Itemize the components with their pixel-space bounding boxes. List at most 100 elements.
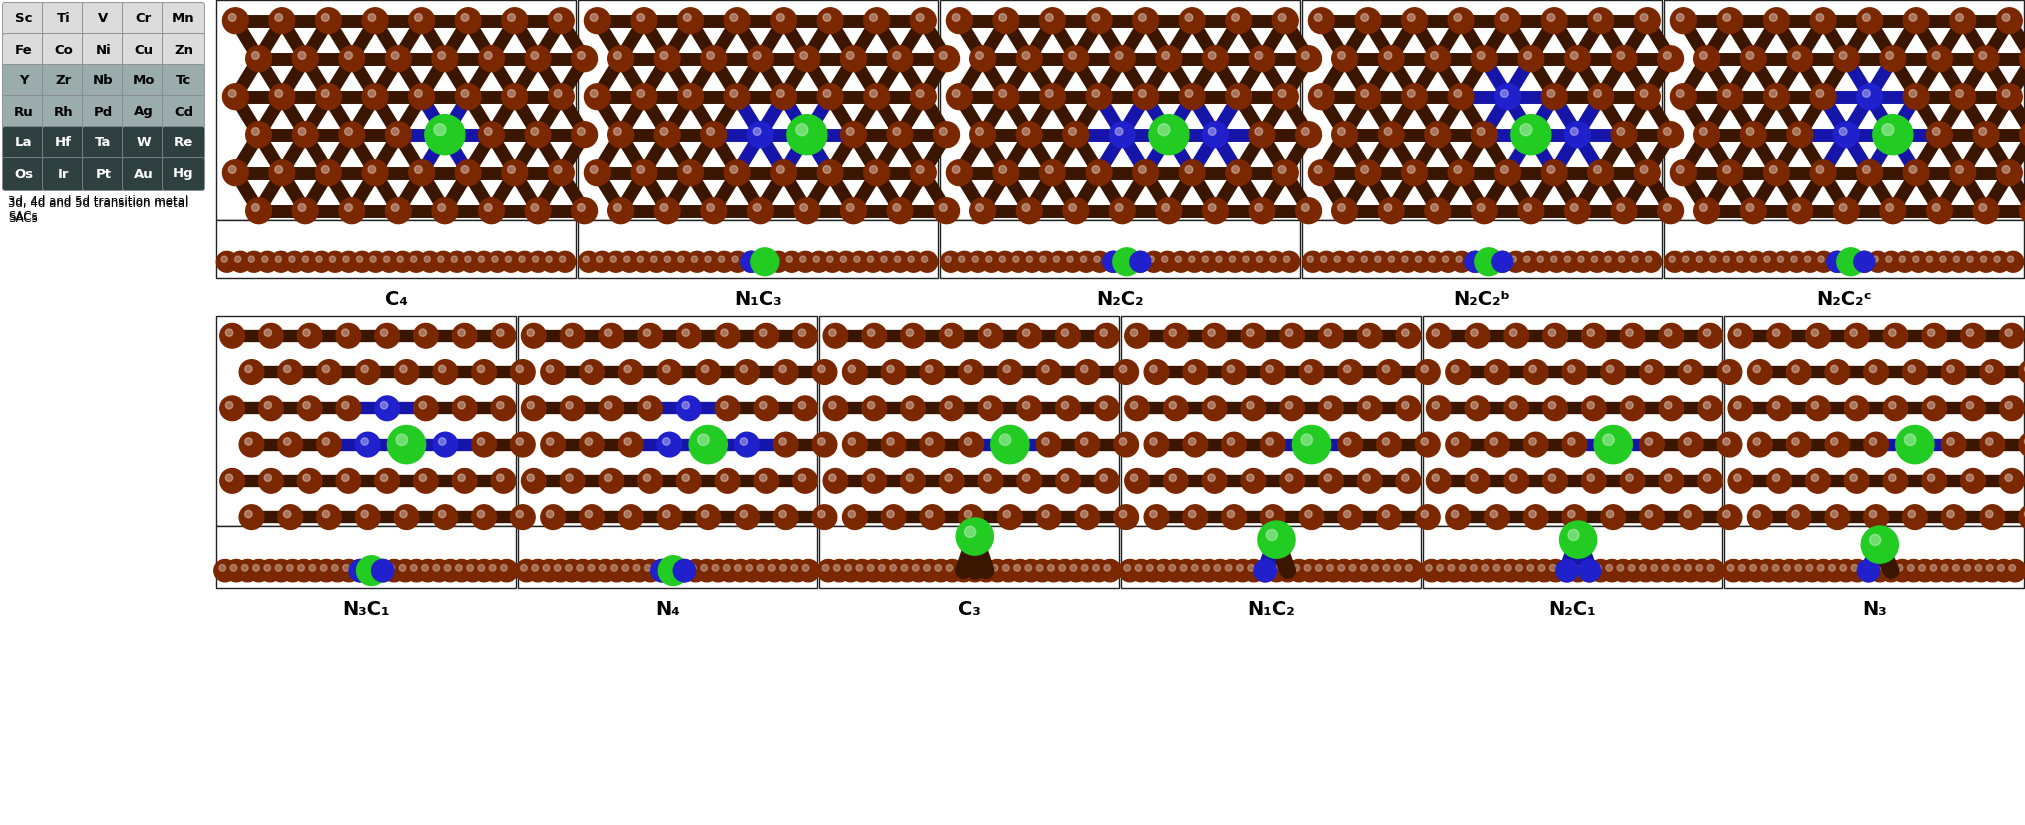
Circle shape	[1448, 564, 1454, 571]
Circle shape	[1094, 564, 1100, 571]
Circle shape	[840, 122, 867, 148]
Circle shape	[624, 511, 632, 518]
Circle shape	[1401, 474, 1409, 482]
Circle shape	[1640, 166, 1648, 173]
Circle shape	[1000, 434, 1010, 446]
Bar	[518, 526, 818, 588]
Circle shape	[1693, 198, 1719, 224]
Circle shape	[990, 426, 1029, 464]
Circle shape	[531, 204, 539, 211]
Circle shape	[1256, 256, 1264, 262]
Circle shape	[417, 559, 439, 582]
Circle shape	[1415, 360, 1440, 384]
Circle shape	[1179, 84, 1205, 110]
Circle shape	[304, 474, 310, 482]
FancyBboxPatch shape	[43, 96, 85, 129]
Circle shape	[759, 474, 767, 482]
Circle shape	[1612, 122, 1636, 148]
Circle shape	[1764, 160, 1790, 186]
Circle shape	[257, 252, 277, 272]
Circle shape	[2007, 256, 2013, 262]
Circle shape	[1746, 128, 1754, 135]
Circle shape	[1075, 252, 1098, 272]
Circle shape	[887, 122, 913, 148]
Circle shape	[713, 252, 735, 272]
Circle shape	[1302, 52, 1310, 59]
Circle shape	[1130, 329, 1138, 337]
Circle shape	[913, 564, 919, 571]
Bar	[820, 316, 1120, 526]
Circle shape	[1247, 402, 1253, 409]
Circle shape	[1851, 329, 1857, 337]
Circle shape	[911, 84, 936, 110]
Circle shape	[1452, 511, 1458, 518]
Circle shape	[290, 256, 296, 262]
Circle shape	[1023, 402, 1031, 409]
Circle shape	[1936, 559, 1958, 582]
Circle shape	[1786, 252, 1806, 272]
Circle shape	[620, 252, 640, 272]
Circle shape	[1422, 511, 1428, 518]
Circle shape	[1091, 13, 1100, 21]
Circle shape	[1383, 564, 1389, 571]
Circle shape	[946, 84, 972, 110]
Circle shape	[1922, 469, 1946, 493]
Circle shape	[1723, 511, 1729, 518]
Text: La: La	[14, 136, 32, 149]
Circle shape	[565, 329, 573, 337]
Circle shape	[1792, 204, 1800, 211]
Circle shape	[747, 198, 774, 224]
Circle shape	[881, 256, 887, 262]
Circle shape	[796, 252, 816, 272]
Circle shape	[1256, 52, 1264, 59]
Circle shape	[1037, 432, 1061, 457]
Circle shape	[774, 360, 798, 384]
Circle shape	[1970, 559, 1993, 582]
Circle shape	[1804, 256, 1810, 262]
Circle shape	[1768, 559, 1790, 582]
Circle shape	[1266, 365, 1274, 373]
Circle shape	[1523, 204, 1531, 211]
Circle shape	[1699, 128, 1707, 135]
Circle shape	[338, 559, 360, 582]
Circle shape	[1863, 432, 1889, 457]
Circle shape	[1357, 252, 1377, 272]
Circle shape	[2019, 505, 2025, 530]
Circle shape	[1094, 469, 1120, 493]
Circle shape	[597, 256, 603, 262]
Circle shape	[729, 166, 737, 173]
Circle shape	[472, 505, 496, 530]
Circle shape	[1361, 90, 1369, 97]
Circle shape	[2005, 402, 2013, 409]
Circle shape	[1221, 559, 1243, 582]
Circle shape	[1037, 505, 1061, 530]
Circle shape	[1956, 13, 1964, 21]
Circle shape	[599, 396, 624, 421]
Circle shape	[1144, 432, 1168, 457]
Circle shape	[518, 256, 524, 262]
Circle shape	[1549, 402, 1555, 409]
Circle shape	[1389, 559, 1411, 582]
Circle shape	[577, 204, 585, 211]
Circle shape	[1561, 505, 1588, 530]
Circle shape	[1278, 90, 1286, 97]
Circle shape	[1179, 7, 1205, 34]
Circle shape	[1379, 122, 1403, 148]
Bar	[1122, 526, 1422, 588]
Circle shape	[644, 474, 650, 482]
Circle shape	[986, 256, 992, 262]
Circle shape	[901, 469, 925, 493]
Circle shape	[1197, 252, 1219, 272]
Circle shape	[1225, 7, 1251, 34]
Circle shape	[741, 252, 761, 272]
Circle shape	[753, 396, 780, 421]
Circle shape	[1116, 128, 1124, 135]
Circle shape	[1679, 360, 1703, 384]
Circle shape	[221, 323, 245, 348]
Circle shape	[1025, 564, 1031, 571]
Circle shape	[362, 84, 389, 110]
Circle shape	[1152, 559, 1174, 582]
Circle shape	[605, 474, 612, 482]
Circle shape	[1379, 45, 1403, 72]
Circle shape	[1980, 360, 2005, 384]
